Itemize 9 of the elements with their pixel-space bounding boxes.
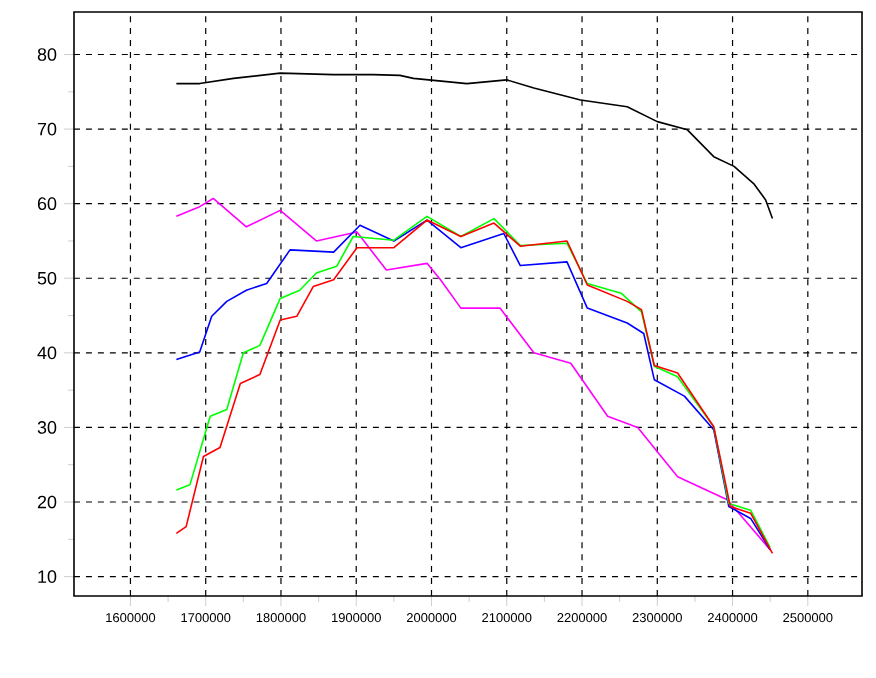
y-tick-label: 80 <box>37 48 57 61</box>
y-tick-label: 40 <box>37 346 57 360</box>
y-tick-label: 50 <box>37 271 57 285</box>
y-tick-label: 20 <box>37 495 57 509</box>
y-tick-label: 30 <box>37 421 57 434</box>
y-tick-label: 60 <box>37 197 57 211</box>
y-tick-label: 70 <box>37 122 57 136</box>
line-series <box>175 72 774 220</box>
y-tick-label: 10 <box>38 570 57 583</box>
